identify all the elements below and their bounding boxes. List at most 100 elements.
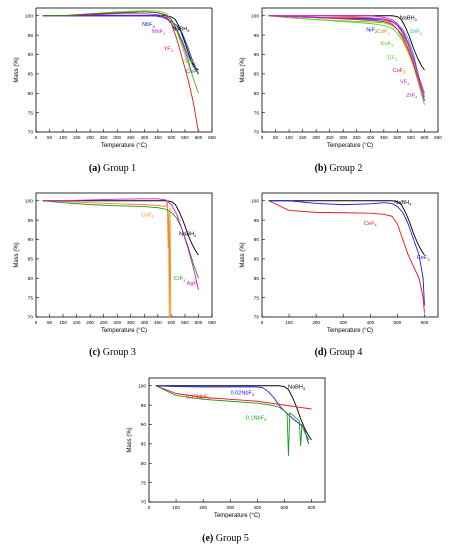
caption-text-a: Group 1 bbox=[103, 163, 137, 174]
series-label-main: 0.1NbF bbox=[246, 415, 265, 421]
x-axis-label: Temperature (°C) bbox=[327, 328, 373, 334]
y-tick-label: 80 bbox=[28, 91, 34, 97]
series-label-sub: 3 bbox=[194, 62, 196, 66]
series-label-NaBH4: NaBH4 bbox=[288, 384, 305, 391]
series-label-sub: 5 bbox=[264, 418, 266, 422]
x-tick-label: 400 bbox=[140, 320, 148, 325]
chart-d: 0 100 200 300 400 500 600 70 75 80 85 90 95 100 Temper… bbox=[240, 192, 439, 334]
x-tick-label: 100 bbox=[285, 135, 293, 140]
x-tick-label: 400 bbox=[253, 505, 261, 510]
x-axis-label: Temperature (°C) bbox=[214, 513, 260, 519]
series-label-sub: 4 bbox=[194, 234, 196, 238]
series-label-NaBH4: NaBH4 bbox=[400, 16, 417, 23]
x-tick-label: 0 bbox=[35, 135, 38, 140]
x-tick-label: 450 bbox=[380, 135, 388, 140]
x-tick-label: 400 bbox=[366, 320, 374, 325]
series-label-NaBH4: NaBH4 bbox=[179, 232, 196, 239]
y-tick-label: 75 bbox=[254, 295, 260, 301]
y-tick-label: 70 bbox=[28, 130, 34, 136]
series-line-NaBH4 bbox=[155, 385, 312, 441]
x-tick-label: 250 bbox=[100, 135, 108, 140]
series-label-sub: 2 bbox=[420, 32, 422, 36]
series-label-CeF3: CeF3 bbox=[417, 255, 430, 262]
y-tick-label: 90 bbox=[28, 237, 34, 243]
caption-label-c: (c) bbox=[89, 347, 101, 358]
x-tick-label: 200 bbox=[199, 505, 207, 510]
x-axis-label: Temperature (°C) bbox=[327, 143, 373, 149]
series-line-CuF2 bbox=[42, 200, 172, 318]
series-line-TiF3 bbox=[268, 15, 425, 106]
series-label-main: MnF bbox=[152, 29, 164, 35]
x-tick-label: 500 bbox=[168, 320, 176, 325]
y-axis-label: Mass (%) bbox=[240, 242, 246, 267]
series-label-sub: 3 bbox=[197, 72, 199, 76]
series-label-TiF3: TiF3 bbox=[387, 56, 397, 63]
series-label-sub: 3 bbox=[391, 43, 393, 47]
y-tick-label: 80 bbox=[254, 91, 260, 97]
caption-e: (e) Group 5 bbox=[113, 533, 338, 544]
series-label-sub: 4 bbox=[409, 202, 411, 206]
x-tick-label: 450 bbox=[154, 135, 162, 140]
x-tick-label: 350 bbox=[127, 320, 135, 325]
series-line-YF3 bbox=[42, 11, 199, 133]
series-label-NbF5: NbF5 bbox=[142, 22, 155, 29]
y-tick-label: 95 bbox=[254, 33, 260, 39]
caption-c: (c) Group 3 bbox=[0, 347, 225, 358]
y-tick-label: 80 bbox=[141, 461, 147, 467]
series-label-main: ScF bbox=[184, 59, 195, 65]
x-tick-label: 650 bbox=[434, 135, 442, 140]
y-tick-label: 100 bbox=[138, 383, 146, 389]
x-tick-label: 500 bbox=[168, 135, 176, 140]
series-line-CrF3 bbox=[42, 200, 199, 279]
x-tick-label: 300 bbox=[113, 320, 121, 325]
series-label-sub: 2 bbox=[388, 32, 390, 36]
series-line-CeF4 bbox=[268, 200, 425, 314]
series-line-NbF5 bbox=[42, 15, 199, 75]
series-label-NaBH4: NaBH4 bbox=[394, 200, 411, 207]
y-tick-label: 75 bbox=[28, 295, 34, 301]
series-label-main: 0.02NbF bbox=[231, 390, 253, 396]
x-tick-label: 100 bbox=[59, 320, 67, 325]
series-label-main: 0.15NbF bbox=[186, 395, 208, 401]
series-label-sub: 3 bbox=[171, 49, 173, 53]
series-line-NaBH4 bbox=[268, 15, 425, 71]
x-tick-label: 200 bbox=[312, 135, 320, 140]
series-label-ScF3: ScF3 bbox=[184, 59, 196, 66]
x-tick-label: 600 bbox=[421, 320, 429, 325]
y-tick-label: 90 bbox=[254, 52, 260, 58]
chart-c: 0 50 100 150 200 250 300 350 400 450 500 550 600 650 7… bbox=[14, 192, 216, 334]
series-line-ZrF4 bbox=[268, 15, 425, 102]
plot-frame bbox=[261, 7, 439, 133]
x-tick-label: 350 bbox=[127, 135, 135, 140]
caption-label-b: (b) bbox=[314, 163, 327, 174]
x-tick-label: 200 bbox=[86, 320, 94, 325]
series-label-main: CeF bbox=[186, 69, 197, 75]
y-tick-label: 70 bbox=[141, 500, 147, 506]
series-label-ZrF4: ZrF4 bbox=[406, 93, 417, 100]
y-tick-label: 85 bbox=[254, 72, 260, 78]
series-label-main: CoF bbox=[393, 68, 404, 74]
x-tick-label: 250 bbox=[326, 135, 334, 140]
series-label-NiF2: NiF2 bbox=[366, 27, 377, 34]
series-label-main: NiF bbox=[366, 27, 375, 33]
series-label-NaBH4: NaBH4 bbox=[172, 26, 189, 33]
series-label-CuF2: CuF2 bbox=[141, 212, 154, 219]
caption-label-a: (a) bbox=[88, 163, 101, 174]
chart-panel-d: 0 100 200 300 400 500 600 70 75 80 85 90 95 100 Temper… bbox=[226, 185, 451, 365]
x-tick-label: 300 bbox=[339, 320, 347, 325]
plot-frame bbox=[35, 192, 213, 318]
caption-label-e: (e) bbox=[202, 533, 214, 544]
x-tick-label: 300 bbox=[226, 505, 234, 510]
series-label-sub: 5 bbox=[207, 397, 209, 401]
series-line-NaBH4 bbox=[268, 200, 425, 256]
series-label-CeF4: CeF4 bbox=[364, 221, 377, 228]
x-tick-label: 100 bbox=[285, 320, 293, 325]
chart-panel-c: 0 50 100 150 200 250 300 350 400 450 500 550 600 650 7… bbox=[0, 185, 225, 365]
x-tick-label: 400 bbox=[140, 135, 148, 140]
chart-e: 0 100 200 300 400 500 600 70 75 80 85 90 95 100 Temper… bbox=[127, 377, 326, 519]
x-tick-label: 0 bbox=[261, 320, 264, 325]
y-tick-label: 95 bbox=[28, 33, 34, 39]
chart-b: 0 50 100 150 200 250 300 350 400 450 500 550 600 650 7… bbox=[240, 7, 442, 149]
series-label-sub: 2 bbox=[403, 71, 405, 75]
y-axis-label: Mass (%) bbox=[14, 57, 20, 82]
